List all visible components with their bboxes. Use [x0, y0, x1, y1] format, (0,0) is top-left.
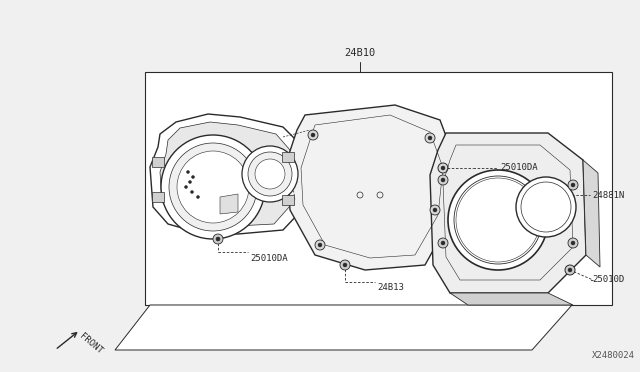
Text: 25010D: 25010D — [592, 276, 624, 285]
Circle shape — [318, 243, 322, 247]
Circle shape — [196, 196, 200, 199]
Circle shape — [433, 208, 437, 212]
Circle shape — [441, 178, 445, 182]
Circle shape — [441, 166, 445, 170]
Polygon shape — [583, 160, 600, 267]
Circle shape — [565, 265, 575, 275]
Circle shape — [448, 170, 548, 270]
Circle shape — [308, 130, 318, 140]
Circle shape — [255, 159, 285, 189]
Circle shape — [340, 260, 350, 270]
Circle shape — [425, 133, 435, 143]
Polygon shape — [152, 157, 164, 167]
Circle shape — [242, 146, 298, 202]
Polygon shape — [282, 152, 294, 162]
Circle shape — [516, 177, 576, 237]
Polygon shape — [150, 114, 300, 234]
Circle shape — [571, 241, 575, 245]
Circle shape — [441, 241, 445, 245]
Circle shape — [184, 186, 188, 189]
Circle shape — [430, 205, 440, 215]
Polygon shape — [152, 192, 164, 202]
Text: 25010DA: 25010DA — [500, 164, 538, 173]
Circle shape — [568, 180, 578, 190]
Circle shape — [191, 190, 193, 193]
Circle shape — [428, 136, 432, 140]
Circle shape — [315, 240, 325, 250]
Circle shape — [177, 151, 249, 223]
Text: FRONT: FRONT — [77, 332, 104, 356]
Circle shape — [186, 170, 189, 173]
Circle shape — [438, 163, 448, 173]
Polygon shape — [450, 293, 573, 305]
Polygon shape — [145, 72, 612, 305]
Polygon shape — [160, 122, 290, 226]
Circle shape — [161, 135, 265, 239]
Circle shape — [216, 237, 220, 241]
Text: X2480024: X2480024 — [592, 351, 635, 360]
Text: 25010DA: 25010DA — [250, 254, 287, 263]
Circle shape — [191, 176, 195, 179]
Polygon shape — [287, 105, 455, 270]
Circle shape — [438, 238, 448, 248]
Polygon shape — [282, 195, 294, 205]
Circle shape — [248, 152, 292, 196]
Polygon shape — [115, 305, 572, 350]
Circle shape — [311, 133, 315, 137]
Circle shape — [169, 143, 257, 231]
Circle shape — [189, 180, 191, 183]
Text: 24B13: 24B13 — [377, 283, 404, 292]
Polygon shape — [220, 194, 238, 214]
Circle shape — [213, 234, 223, 244]
Circle shape — [571, 183, 575, 187]
Text: 24B10: 24B10 — [344, 48, 376, 58]
Circle shape — [568, 238, 578, 248]
Circle shape — [568, 268, 572, 272]
Text: 24881N: 24881N — [592, 190, 624, 199]
Circle shape — [343, 263, 347, 267]
Polygon shape — [430, 133, 586, 293]
Circle shape — [438, 175, 448, 185]
